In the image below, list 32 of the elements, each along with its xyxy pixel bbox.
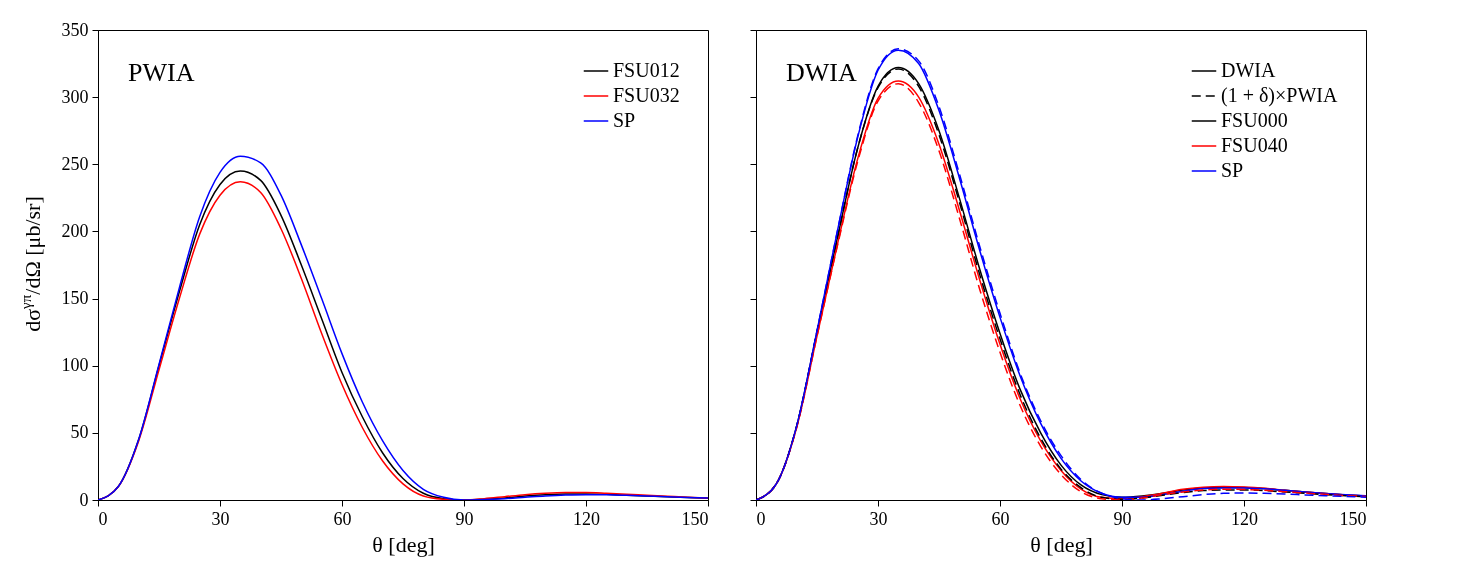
legend-label: FSU032 (613, 84, 680, 106)
x-axis-title: θ [deg] (372, 531, 435, 557)
annotation: PWIA (128, 58, 195, 87)
x-axis-title: θ [deg] (1030, 531, 1093, 557)
y-tick-label: 200 (61, 220, 89, 241)
y-tick-label: 250 (61, 153, 89, 174)
legend-label: FSU040 (1221, 134, 1288, 156)
x-tick-label: 30 (211, 508, 230, 529)
legend-label: SP (1221, 159, 1244, 181)
annotation: (1 + δ)×PWIA (1221, 84, 1338, 107)
x-tick-label: 150 (681, 508, 709, 529)
x-tick-label: 90 (455, 508, 474, 529)
legend-label: SP (613, 109, 636, 131)
x-tick-label: 120 (1231, 508, 1258, 529)
x-tick-label: 60 (991, 508, 1010, 529)
x-tick-label: 30 (869, 508, 888, 529)
x-tick-label: 150 (1339, 508, 1367, 529)
y-tick-label: 100 (61, 355, 89, 376)
y-tick-label: 300 (61, 86, 89, 107)
x-tick-label: 0 (98, 508, 108, 529)
annotation: DWIA (1221, 59, 1276, 81)
x-tick-label: 60 (333, 508, 352, 529)
annotation: DWIA (786, 58, 857, 87)
y-tick-label: 0 (79, 489, 89, 510)
x-tick-label: 120 (573, 508, 600, 529)
y-tick-label: 150 (61, 288, 89, 309)
y-tick-label: 50 (70, 422, 89, 443)
legend-label: FSU000 (1221, 109, 1288, 131)
x-tick-label: 0 (756, 508, 766, 529)
y-tick-label: 350 (61, 19, 89, 40)
legend-label: FSU012 (613, 59, 680, 81)
x-tick-label: 90 (1113, 508, 1132, 529)
